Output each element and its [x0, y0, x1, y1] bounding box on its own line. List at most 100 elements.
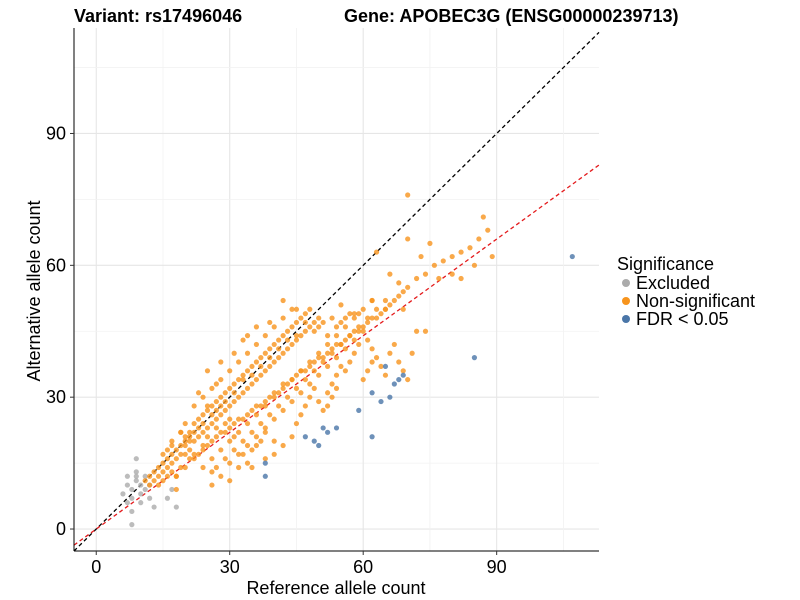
point-fdr-0-05-4: [316, 442, 322, 449]
point-non-significant-140: [271, 324, 277, 330]
point-non-significant-65: [307, 324, 313, 330]
point-non-significant-274: [329, 315, 335, 321]
point-non-significant-215: [471, 262, 478, 268]
point-non-significant-29: [218, 394, 224, 400]
point-non-significant-230: [316, 324, 322, 330]
point-non-significant-173: [289, 376, 295, 383]
point-non-significant-200: [413, 275, 420, 282]
point-non-significant-158: [222, 429, 228, 435]
point-non-significant-14: [191, 438, 197, 444]
point-non-significant-322: [209, 412, 215, 418]
point-non-significant-243: [293, 420, 300, 427]
point-non-significant-286: [400, 368, 406, 374]
point-non-significant-9: [169, 438, 175, 444]
point-non-significant-237: [204, 368, 211, 374]
point-excluded-8: [129, 522, 135, 528]
point-non-significant-314: [253, 442, 260, 449]
point-non-significant-115: [236, 451, 242, 457]
point-excluded-16: [164, 495, 171, 501]
point-non-significant-122: [298, 390, 304, 396]
point-non-significant-188: [356, 328, 362, 334]
point-non-significant-24: [213, 416, 219, 422]
legend-label-non-significant: Non-significant: [636, 291, 755, 311]
point-non-significant-310: [333, 385, 340, 391]
point-fdr-0-05-13: [391, 381, 397, 387]
point-non-significant-72: [218, 447, 224, 453]
point-non-significant-18: [191, 420, 197, 427]
point-non-significant-303: [302, 403, 308, 409]
point-non-significant-331: [169, 451, 175, 457]
point-non-significant-60: [284, 328, 291, 334]
point-non-significant-63: [302, 328, 308, 334]
legend-title: Significance: [617, 254, 714, 274]
point-excluded-2: [124, 473, 130, 479]
point-non-significant-236: [267, 319, 273, 326]
point-non-significant-252: [289, 434, 295, 440]
y-axis-ticks: 0 30 60 90: [46, 123, 74, 539]
point-non-significant-103: [329, 350, 335, 356]
point-non-significant-174: [293, 372, 300, 378]
point-non-significant-121: [289, 398, 295, 405]
point-non-significant-335: [151, 469, 157, 475]
point-non-significant-139: [262, 333, 268, 339]
point-excluded-21: [133, 469, 139, 475]
point-non-significant-187: [351, 328, 357, 334]
point-non-significant-222: [338, 302, 344, 308]
point-non-significant-64: [293, 319, 300, 326]
point-non-significant-20: [195, 416, 202, 422]
point-non-significant-255: [169, 442, 175, 449]
point-excluded-20: [124, 500, 130, 506]
point-non-significant-278: [365, 337, 371, 343]
point-non-significant-151: [191, 451, 197, 457]
point-excluded-18: [173, 504, 179, 510]
point-non-significant-235: [253, 324, 260, 330]
point-fdr-0-05-11: [378, 398, 384, 405]
point-non-significant-23: [204, 407, 211, 413]
point-non-significant-199: [405, 284, 411, 290]
point-non-significant-320: [218, 403, 224, 409]
point-non-significant-282: [382, 372, 389, 378]
point-non-significant-0: [147, 482, 153, 488]
point-non-significant-204: [449, 253, 455, 260]
point-non-significant-45: [253, 359, 260, 365]
x-tick-label-90: 90: [487, 557, 507, 577]
point-non-significant-311: [240, 451, 246, 457]
point-non-significant-13: [182, 434, 188, 440]
point-excluded-9: [138, 491, 144, 497]
x-axis-title: Reference allele count: [246, 578, 425, 598]
point-non-significant-184: [338, 341, 344, 348]
point-non-significant-324: [200, 420, 206, 427]
point-non-significant-39: [240, 372, 246, 378]
point-non-significant-38: [244, 385, 251, 391]
point-non-significant-175: [298, 368, 304, 374]
point-non-significant-279: [369, 346, 375, 352]
point-non-significant-180: [320, 355, 326, 361]
point-non-significant-106: [356, 324, 362, 330]
point-non-significant-191: [369, 315, 375, 321]
point-non-significant-71: [209, 456, 215, 462]
point-non-significant-159: [227, 425, 233, 431]
point-excluded-4: [129, 486, 135, 493]
point-non-significant-270: [293, 333, 300, 339]
point-non-significant-244: [262, 429, 268, 435]
point-non-significant-325: [195, 425, 202, 431]
legend-key-fdr: [622, 315, 630, 323]
point-non-significant-25: [209, 403, 215, 409]
point-non-significant-319: [222, 420, 228, 427]
point-non-significant-246: [227, 478, 233, 484]
point-non-significant-150: [187, 456, 193, 462]
point-non-significant-185: [342, 337, 348, 343]
point-non-significant-210: [405, 236, 411, 242]
point-non-significant-135: [227, 368, 233, 374]
point-fdr-0-05-18: [569, 253, 575, 260]
point-non-significant-225: [382, 306, 389, 312]
point-non-significant-36: [240, 390, 246, 396]
point-non-significant-97: [276, 403, 282, 409]
point-fdr-0-05-6: [325, 429, 331, 435]
title-gene: Gene: APOBEC3G (ENSG00000239713): [344, 6, 679, 26]
point-non-significant-107: [365, 315, 371, 321]
point-non-significant-195: [387, 302, 393, 308]
point-excluded-17: [169, 486, 175, 493]
point-non-significant-57: [289, 341, 295, 348]
point-non-significant-129: [360, 328, 366, 334]
